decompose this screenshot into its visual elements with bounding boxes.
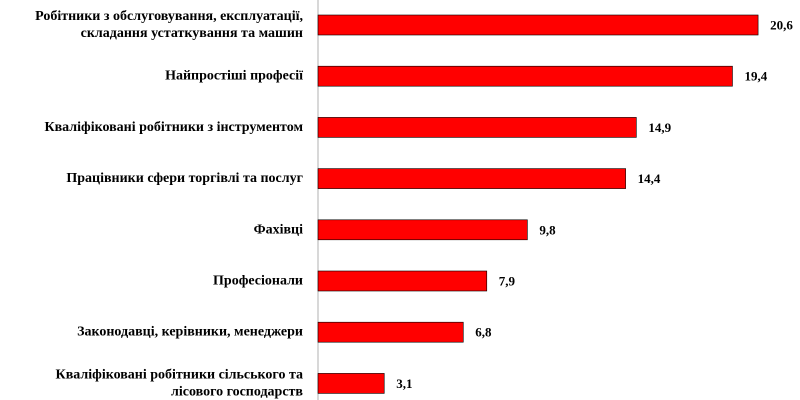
category-label-line: Професіонали bbox=[213, 274, 303, 289]
category-label-line: лісового господарств bbox=[171, 384, 303, 399]
bar bbox=[317, 168, 626, 189]
category-label-line: Кваліфіковані робітники з інструментом bbox=[44, 120, 303, 135]
category-label: Кваліфіковані робітники з інструментом bbox=[44, 120, 303, 135]
data-label: 19,4 bbox=[744, 69, 767, 84]
category-label: Робітники з обслуговування, експлуатації… bbox=[35, 9, 303, 41]
data-label: 14,9 bbox=[648, 120, 671, 135]
bar bbox=[317, 270, 488, 292]
category-label: Професіонали bbox=[213, 274, 303, 289]
value-labels-group: 20,6 19,4 14,9 14,4 9,8 7,9 6,8 3,1 bbox=[396, 18, 793, 391]
bar bbox=[317, 65, 733, 87]
bar bbox=[317, 117, 637, 138]
category-label-line: складання устаткування та машин bbox=[81, 26, 303, 41]
category-label: Найпростіші професії bbox=[165, 69, 303, 84]
category-labels-group: Робітники з обслуговування, експлуатації… bbox=[35, 9, 303, 399]
data-label: 14,4 bbox=[638, 171, 661, 186]
category-label: Фахівці bbox=[254, 222, 304, 237]
category-label-line: Фахівці bbox=[254, 222, 304, 237]
bar bbox=[317, 14, 759, 36]
data-label: 9,8 bbox=[539, 222, 556, 237]
category-label: Працівники сфери торгівлі та послуг bbox=[66, 171, 303, 186]
category-label-line: Працівники сфери торгівлі та послуг bbox=[66, 171, 303, 186]
data-label: 6,8 bbox=[475, 325, 492, 340]
bar bbox=[317, 373, 385, 394]
data-label: 3,1 bbox=[396, 376, 412, 391]
data-label: 7,9 bbox=[499, 274, 516, 289]
category-label-line: Найпростіші професії bbox=[165, 69, 303, 84]
bar bbox=[317, 321, 464, 343]
category-label-line: Законодавці, керівники, менеджери bbox=[77, 325, 303, 340]
category-label: Кваліфіковані робітники сільського та ліс… bbox=[56, 367, 304, 399]
category-label-line: Кваліфіковані робітники сільського та bbox=[56, 367, 303, 382]
bar bbox=[317, 219, 528, 241]
data-label: 20,6 bbox=[770, 18, 793, 33]
category-label-line: Робітники з обслуговування, експлуатації… bbox=[35, 9, 303, 24]
category-label: Законодавці, керівники, менеджери bbox=[77, 325, 303, 340]
bars-group bbox=[317, 14, 759, 394]
